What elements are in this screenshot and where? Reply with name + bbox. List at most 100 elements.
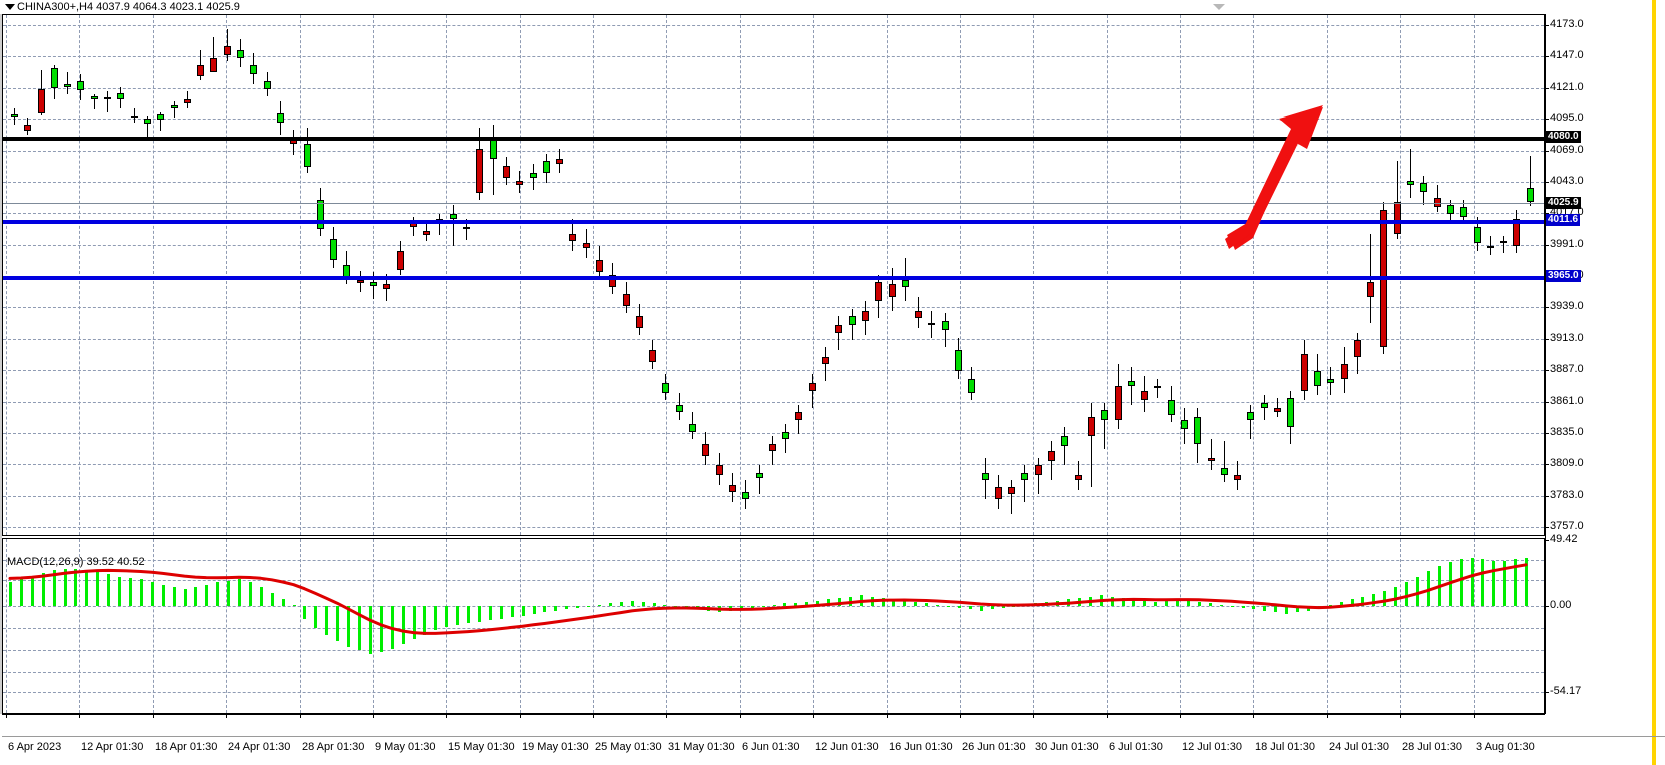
candle-body <box>941 320 949 331</box>
candle-body <box>263 80 271 89</box>
grid-line-v <box>300 15 301 535</box>
candle-body <box>476 149 484 193</box>
macd-histogram-bar <box>1328 604 1332 606</box>
macd-histogram-bar <box>1143 600 1147 606</box>
candle-wick <box>1250 405 1252 439</box>
resistance-level-badge: 4080.0 <box>1546 131 1581 144</box>
macd-histogram-bar <box>936 604 940 606</box>
macd-histogram-bar <box>859 595 863 606</box>
candle-body <box>369 282 377 286</box>
macd-histogram-bar <box>1448 561 1452 606</box>
macd-histogram-bar <box>1306 606 1310 611</box>
support-line-4011[interactable] <box>3 219 1544 224</box>
macd-histogram-bar <box>925 603 929 606</box>
candle-body <box>556 158 564 164</box>
time-axis-tick <box>79 714 80 718</box>
macd-histogram-bar <box>565 606 569 610</box>
candle-body <box>875 282 883 302</box>
grid-line-v <box>666 539 667 713</box>
macd-histogram-bar <box>9 581 12 606</box>
macd-histogram-bar <box>238 579 242 606</box>
candle-body <box>675 405 683 413</box>
last-price-badge: 4025.9 <box>1546 196 1581 209</box>
time-axis-tick <box>1327 714 1328 718</box>
candle-body <box>742 492 750 500</box>
macd-histogram-bar <box>499 606 503 619</box>
macd-histogram-bar <box>325 606 329 635</box>
candle-body <box>1114 385 1122 420</box>
grid-line-v <box>1180 15 1181 535</box>
candle-body <box>822 356 830 365</box>
time-axis-label: 25 May 01:30 <box>595 741 662 753</box>
candle-body <box>981 472 989 480</box>
grid-line-v <box>373 539 374 713</box>
price-chart-panel <box>2 14 1545 536</box>
time-axis-tick <box>593 714 594 718</box>
macd-histogram-bar <box>96 571 100 606</box>
macd-histogram-bar <box>947 606 950 607</box>
price-axis-label: 4069.0 <box>1550 143 1584 156</box>
macd-histogram-bar <box>532 606 536 614</box>
price-axis-label: 4147.0 <box>1550 49 1584 62</box>
grid-line-v <box>593 539 594 713</box>
macd-histogram-bar <box>957 606 961 608</box>
macd-histogram-bar <box>1514 559 1518 606</box>
candle-body <box>1407 180 1415 186</box>
grid-line-h <box>3 181 1544 183</box>
candle-body <box>1181 419 1189 430</box>
macd-histogram-bar <box>270 592 274 606</box>
time-axis-label: 18 Apr 01:30 <box>155 741 218 753</box>
macd-histogram-bar <box>488 606 492 621</box>
scrollbar-track[interactable] <box>1652 0 1656 765</box>
time-axis-label: 31 May 01:30 <box>668 741 735 753</box>
last-price-line-4025[interactable] <box>3 202 1544 204</box>
macd-histogram-bar <box>183 588 187 606</box>
macd-histogram-bar <box>968 606 972 610</box>
time-axis-label: 6 Apr 2023 <box>8 741 62 753</box>
macd-axis-tick <box>1545 606 1549 607</box>
macd-zero-line <box>3 606 1544 607</box>
macd-histogram-bar <box>118 576 122 606</box>
left-edge-gutter <box>0 14 2 714</box>
macd-histogram-bar <box>445 606 449 627</box>
time-axis-tick <box>1400 714 1401 718</box>
candle-wick <box>838 315 840 350</box>
macd-histogram-bar <box>161 584 165 606</box>
time-axis-label: 12 Jun 01:30 <box>815 741 879 753</box>
price-axis-tick <box>1545 119 1549 121</box>
grid-line-v <box>520 539 521 713</box>
macd-histogram-bar <box>521 606 525 616</box>
candle-body <box>383 284 391 290</box>
candle-body <box>768 443 776 451</box>
macd-histogram-bar <box>1481 559 1485 606</box>
time-axis-tick <box>1107 714 1108 718</box>
candle-wick <box>412 216 414 237</box>
caret-down-icon[interactable] <box>5 4 15 10</box>
grid-line-h <box>3 25 1544 26</box>
candle-body <box>1154 385 1162 389</box>
candle-body <box>1287 397 1295 427</box>
support-line-3965[interactable] <box>3 276 1544 280</box>
grid-line-v <box>1253 15 1254 535</box>
chevron-down-icon[interactable] <box>1213 4 1225 10</box>
macd-histogram-bar <box>30 576 34 606</box>
grid-line-h <box>3 495 1544 497</box>
candle-body <box>782 431 790 439</box>
support-level-badge-upper: 4011.6 <box>1546 213 1581 226</box>
macd-histogram-bar <box>1394 587 1398 606</box>
resistance-line-4080[interactable] <box>3 137 1544 142</box>
price-axis-label: 3887.0 <box>1550 363 1584 376</box>
macd-histogram-bar <box>1525 557 1529 606</box>
macd-histogram-bar <box>63 568 67 606</box>
grid-line-v <box>593 15 594 535</box>
price-axis-tick <box>1545 244 1549 246</box>
macd-histogram-bar <box>19 579 23 606</box>
macd-histogram-bar <box>128 577 132 606</box>
grid-line-v <box>887 15 888 535</box>
candle-wick <box>213 37 215 70</box>
candle-body <box>77 80 85 91</box>
candle-wick <box>1237 460 1239 490</box>
price-axis-tick <box>1545 307 1549 309</box>
candle-wick <box>1090 402 1092 488</box>
